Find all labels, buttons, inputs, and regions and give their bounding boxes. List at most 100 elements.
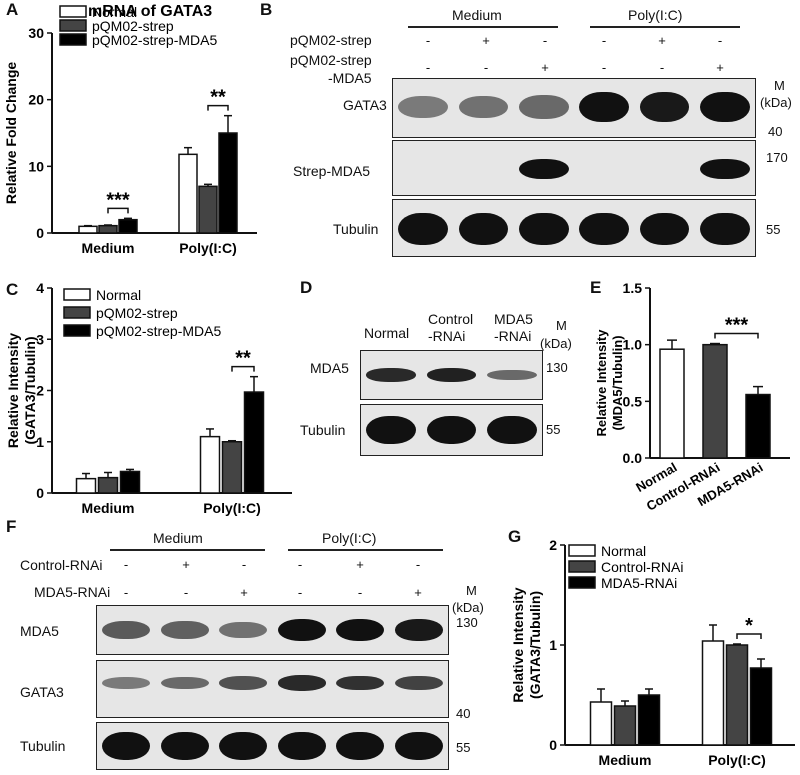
band [219, 621, 268, 639]
y-tick-label: 3 [36, 331, 44, 347]
y-tick-label: 0 [549, 737, 557, 753]
legend-swatch [568, 560, 596, 573]
legend-swatch [63, 306, 91, 319]
blot-d-strip-mda5 [360, 350, 543, 400]
legend-label: Normal [92, 4, 137, 20]
blot-d-lane-mda5: MDA5 [494, 311, 533, 327]
blot-d-marker-55: 55 [546, 422, 561, 437]
band [398, 213, 448, 245]
blot-b-strip-tubulin [392, 199, 756, 257]
bar [659, 348, 685, 459]
band [336, 619, 385, 641]
y-axis-label: Relative Fold Change [3, 62, 19, 205]
lane-mark: + [541, 60, 549, 75]
blot-f-strip-mda5 [96, 605, 449, 655]
band [102, 732, 151, 760]
x-tick-label: Poly(I:C) [708, 752, 766, 768]
y-tick-label: 4 [36, 280, 44, 296]
band [458, 213, 509, 245]
band [394, 732, 443, 760]
y-tick-label: 2 [36, 383, 44, 399]
band [579, 92, 629, 122]
lane-mark: - [123, 557, 129, 572]
blot-b-group-polyic-line [590, 26, 740, 28]
y-tick-label: 1 [36, 434, 44, 450]
blot-b-marker-170: 170 [766, 150, 788, 165]
lane-mark: - [717, 33, 723, 48]
band [336, 675, 385, 691]
blot-f-group-medium: Medium [153, 530, 203, 546]
y-tick-label: 1.0 [623, 337, 643, 353]
band [394, 619, 443, 641]
legend-swatch [568, 576, 596, 589]
lane-mark: + [482, 33, 490, 48]
legend-label: Normal [96, 287, 141, 303]
legend-swatch [59, 33, 87, 46]
lane-mark: - [415, 557, 421, 572]
band [102, 620, 151, 639]
blot-b-label-tubulin: Tubulin [333, 221, 379, 237]
blot-d-strip-tubulin [360, 404, 543, 456]
lane-mark: + [716, 60, 724, 75]
blot-f-marker-unit: (kDa) [452, 600, 484, 615]
lane-mark: - [297, 557, 303, 572]
band [700, 92, 750, 122]
legend-label: pQM02-strep [92, 18, 174, 34]
band [160, 676, 209, 690]
y-tick-label: 20 [28, 92, 44, 108]
blot-d-marker-m: M [556, 318, 567, 333]
y-axis-label: (GATA3/Tubulin) [22, 336, 38, 444]
panel-letter-g: G [508, 527, 522, 546]
y-tick-label: 1.5 [623, 280, 643, 296]
significance-bracket [207, 104, 229, 111]
lane-mark: - [241, 557, 247, 572]
blot-f-group-medium-line [110, 549, 265, 551]
significance-bracket [231, 365, 255, 372]
lane-mark: - [601, 60, 607, 75]
legend-label: pQM02-strep-MDA5 [96, 323, 221, 339]
panel-letter-f: F [6, 517, 17, 536]
band [519, 95, 569, 119]
lane-mark: - [425, 33, 431, 48]
band [426, 368, 477, 382]
blot-d-marker-130: 130 [546, 360, 568, 375]
chart-e-mda5-intensity: 0.0 0.5 1.0 1.5 Relative Intensity (MDA5/Tubu… [595, 280, 790, 514]
lane-mark: - [601, 33, 607, 48]
legend-swatch [63, 288, 91, 301]
legend-swatch [568, 544, 596, 557]
blot-f-group-polyic-line [288, 549, 443, 551]
blot-b-label-strep-mda5: Strep-MDA5 [293, 163, 371, 179]
band [160, 621, 209, 639]
lane-mark: - [425, 60, 431, 75]
blot-b-row1-label: pQM02-strep [290, 32, 372, 48]
legend-label: Normal [601, 543, 646, 559]
band [366, 416, 416, 444]
blot-d-label-mda5: MDA5 [310, 360, 349, 376]
y-tick-label: 30 [28, 25, 44, 41]
lane-mark: + [414, 585, 422, 600]
band [277, 675, 326, 691]
y-tick-label: 1 [549, 637, 557, 653]
x-tick-label: Poly(I:C) [179, 240, 237, 256]
blot-f-marker-m: M [466, 583, 477, 598]
significance-bracket [107, 207, 129, 214]
bar [243, 391, 265, 494]
blot-f-strip-gata3 [96, 660, 449, 718]
blot-f-label-mda5: MDA5 [20, 623, 59, 639]
blot-f-group-polyic: Poly(I:C) [322, 530, 377, 546]
band [277, 619, 326, 641]
legend-swatch [59, 5, 87, 18]
band [394, 675, 443, 691]
band [102, 677, 151, 689]
y-axis-label: Relative Intensity [5, 333, 21, 448]
band [336, 732, 385, 760]
panel-letter-d: D [300, 278, 313, 297]
y-tick-label: 0.0 [623, 450, 643, 466]
blot-b-row2-label-b: -MDA5 [328, 70, 372, 86]
panel-letter-c: C [6, 280, 19, 299]
blot-f-marker-130: 130 [456, 615, 478, 630]
lane-mark: - [542, 33, 548, 48]
y-tick-label: 0 [36, 225, 44, 241]
lane-mark: + [182, 557, 190, 572]
blot-d: Normal Control -RNAi MDA5 -RNAi M (kDa) … [300, 311, 572, 456]
